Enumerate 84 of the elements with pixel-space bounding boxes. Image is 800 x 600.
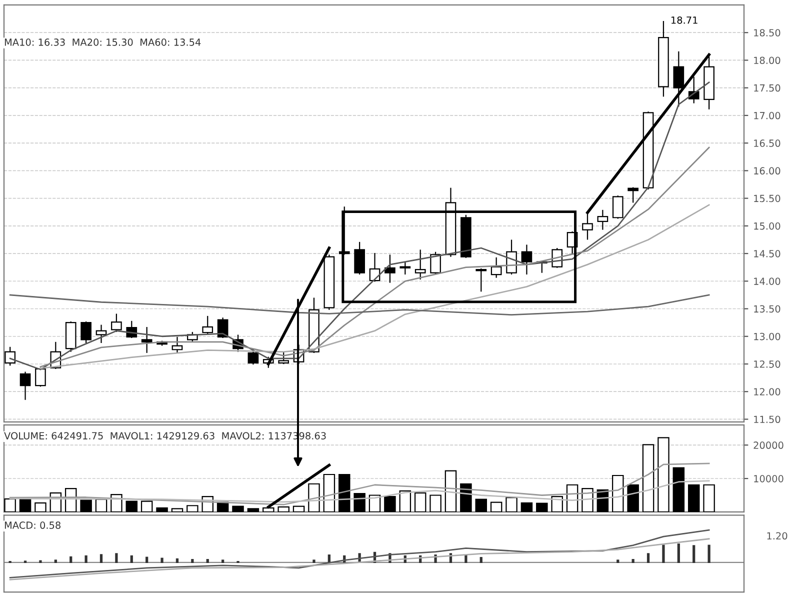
y-tick-label: 17.50 [754,84,780,92]
y-tick-label: 20000 [754,442,784,449]
y-tick-label: 15.00 [754,222,780,230]
candlestick [141,326,152,354]
bar [688,484,700,512]
bar [506,497,518,512]
y-tick-label: 13.50 [754,305,780,313]
bar [171,508,184,512]
line-series [9,462,710,506]
bar [232,506,244,512]
candlestick [4,346,16,366]
bar [323,474,336,512]
annotation: 18.71 [671,16,698,24]
candlestick [202,315,214,336]
bar [399,490,412,512]
y-tick-label: 13.00 [754,332,780,340]
candlestick [80,320,92,344]
bar [612,474,624,512]
candlestick [521,244,532,276]
bar [156,507,168,512]
y-tick-label: 10000 [754,474,784,482]
line-series [40,204,710,370]
y-tick-label: 12.50 [754,360,780,368]
bar [475,498,487,512]
bar [460,483,472,512]
line-series [9,294,710,316]
bar [627,484,639,512]
bar [520,502,533,512]
y-tick-label: 18.00 [754,56,780,64]
line-series [40,146,710,368]
y-tick-label: 17.00 [754,112,780,120]
bar [34,502,46,512]
bar [247,508,260,512]
candlestick [612,194,624,220]
bar [4,498,16,512]
candlestick [414,249,426,280]
bar [551,496,563,512]
bar [80,500,92,512]
y-tick-label: 11.50 [754,416,780,424]
bar [292,506,305,512]
bar [19,498,32,512]
candlestick [20,371,31,400]
y-tick-label: 14.50 [754,250,780,258]
y-tick-label: 14.00 [754,278,780,285]
candlestick [628,186,638,204]
y-tick-label: 16.50 [754,140,780,147]
candlestick [354,241,365,276]
annotation: MA10: 16.33 MA20: 15.30 MA60: 13.54 [4,38,201,46]
candlestick [278,351,290,365]
candlestick [476,268,487,292]
text: MACD: 0.58 [4,522,60,529]
bar [658,437,670,512]
candlestick [217,317,228,339]
bar [140,500,153,512]
bar [186,505,198,512]
candlestick [597,209,608,230]
bar [384,496,396,512]
bar [126,500,138,512]
bar [278,506,290,512]
bar [444,470,457,512]
bar [490,502,502,512]
y-tick-label: 18.50 [754,29,780,36]
bar [368,494,381,512]
candlestick [96,324,107,344]
bar [642,444,654,512]
candlestick [384,254,396,284]
candlestick [172,336,183,354]
candlestick [490,256,502,278]
y-tick-label: 12.00 [754,388,780,396]
bar [672,467,685,512]
bar [354,493,366,512]
candlestick [111,313,122,333]
y-tick-label: 15.50 [754,194,780,202]
candlestick [400,261,411,276]
bar [338,474,350,512]
bar [703,484,715,512]
bar [414,492,426,512]
bar [430,494,442,512]
bar [308,483,320,512]
bar [536,502,548,512]
y-tick-label: 16.00 [754,167,780,175]
text: 1.20 [767,532,788,540]
bar [95,498,108,512]
line-series [9,480,710,503]
